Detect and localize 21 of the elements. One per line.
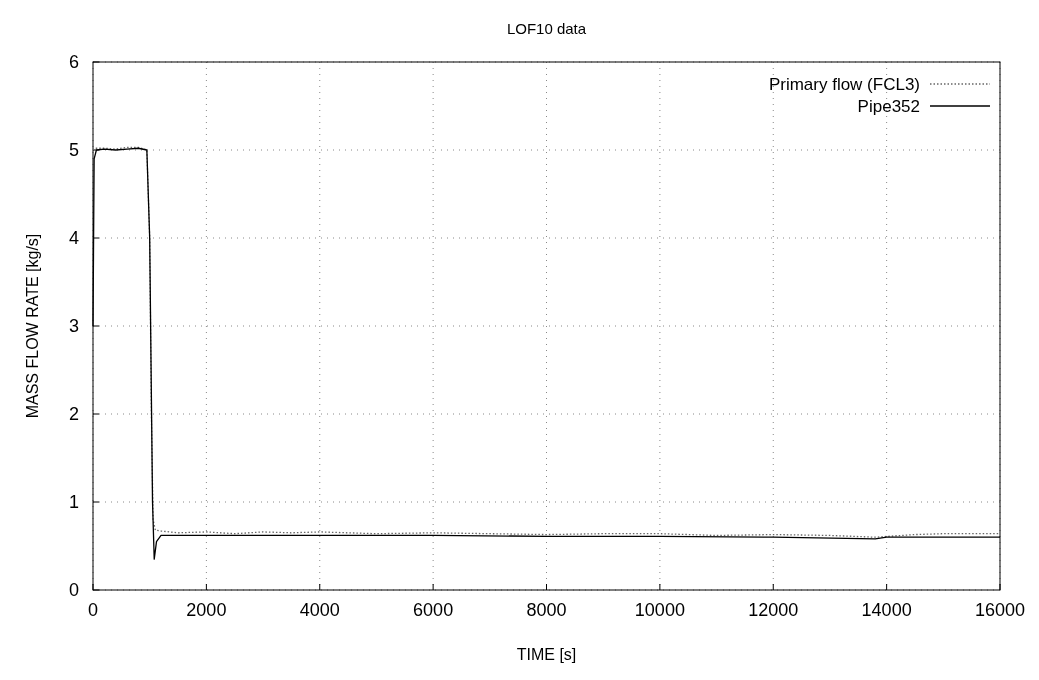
legend-label: Primary flow (FCL3) [768, 75, 920, 94]
x-tick-label: 2000 [186, 600, 227, 620]
y-axis-title: MASS FLOW RATE [kg/s] [24, 233, 41, 419]
x-tick-label: 12000 [748, 600, 799, 620]
x-tick-label: 10000 [634, 600, 685, 620]
y-tick-label: 3 [68, 316, 79, 336]
legend-label: Pipe352 [857, 97, 920, 116]
y-tick-label: 2 [68, 404, 79, 424]
x-tick-label: 4000 [299, 600, 340, 620]
y-tick-label: 5 [68, 140, 79, 160]
x-tick-label: 14000 [861, 600, 912, 620]
x-tick-label: 16000 [974, 600, 1026, 620]
chart-title: LOF10 data [506, 20, 587, 37]
x-axis-title: TIME [s] [516, 646, 577, 663]
y-tick-label: 4 [68, 228, 79, 248]
y-tick-label: 0 [68, 580, 79, 600]
y-tick-label: 1 [68, 492, 79, 512]
x-tick-label: 8000 [526, 600, 567, 620]
x-tick-label: 6000 [413, 600, 454, 620]
x-tick-label: 0 [87, 600, 99, 620]
y-tick-label: 6 [68, 52, 79, 72]
